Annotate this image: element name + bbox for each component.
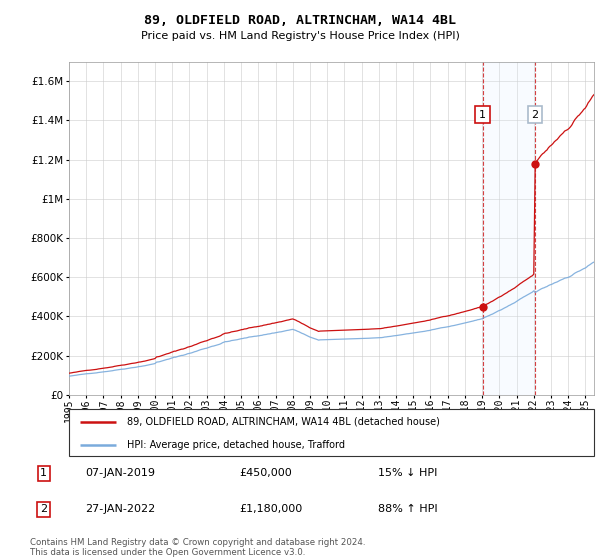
Text: Price paid vs. HM Land Registry's House Price Index (HPI): Price paid vs. HM Land Registry's House … [140, 31, 460, 41]
Text: 2: 2 [40, 505, 47, 515]
FancyBboxPatch shape [69, 409, 594, 456]
Text: 89, OLDFIELD ROAD, ALTRINCHAM, WA14 4BL: 89, OLDFIELD ROAD, ALTRINCHAM, WA14 4BL [144, 14, 456, 27]
Text: 2: 2 [532, 110, 539, 119]
Text: 1: 1 [40, 468, 47, 478]
Text: Contains HM Land Registry data © Crown copyright and database right 2024.
This d: Contains HM Land Registry data © Crown c… [30, 538, 365, 557]
Bar [483, 62, 535, 395]
Text: 88% ↑ HPI: 88% ↑ HPI [378, 505, 437, 515]
Text: 1: 1 [479, 110, 487, 119]
Text: £1,180,000: £1,180,000 [240, 505, 303, 515]
Text: 89, OLDFIELD ROAD, ALTRINCHAM, WA14 4BL (detached house): 89, OLDFIELD ROAD, ALTRINCHAM, WA14 4BL … [127, 417, 440, 427]
Text: 15% ↓ HPI: 15% ↓ HPI [378, 468, 437, 478]
Text: HPI: Average price, detached house, Trafford: HPI: Average price, detached house, Traf… [127, 440, 345, 450]
Text: £450,000: £450,000 [240, 468, 293, 478]
Text: 27-JAN-2022: 27-JAN-2022 [85, 505, 155, 515]
Text: 07-JAN-2019: 07-JAN-2019 [85, 468, 155, 478]
